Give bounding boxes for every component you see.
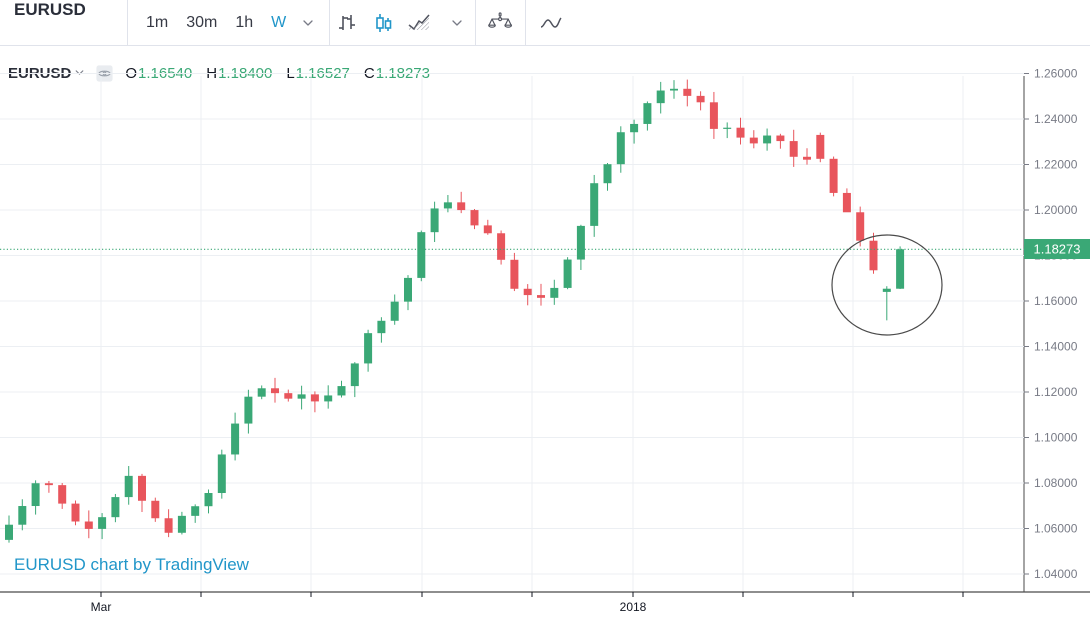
svg-text:1.26000: 1.26000 xyxy=(1034,67,1078,81)
svg-text:1.20000: 1.20000 xyxy=(1034,203,1078,217)
svg-text:1.14000: 1.14000 xyxy=(1034,340,1078,354)
svg-text:1.10000: 1.10000 xyxy=(1034,431,1078,445)
svg-text:1.08000: 1.08000 xyxy=(1034,476,1078,490)
svg-text:1.06000: 1.06000 xyxy=(1034,522,1078,536)
svg-text:1.12000: 1.12000 xyxy=(1034,385,1078,399)
svg-text:1.22000: 1.22000 xyxy=(1034,158,1078,172)
svg-text:1.18273: 1.18273 xyxy=(1034,242,1081,257)
svg-text:1.24000: 1.24000 xyxy=(1034,112,1078,126)
svg-text:1.04000: 1.04000 xyxy=(1034,567,1078,581)
svg-text:EURUSD chart by TradingView: EURUSD chart by TradingView xyxy=(14,555,250,574)
svg-text:2018: 2018 xyxy=(620,600,647,614)
svg-text:Mar: Mar xyxy=(91,600,112,614)
svg-text:1.16000: 1.16000 xyxy=(1034,294,1078,308)
